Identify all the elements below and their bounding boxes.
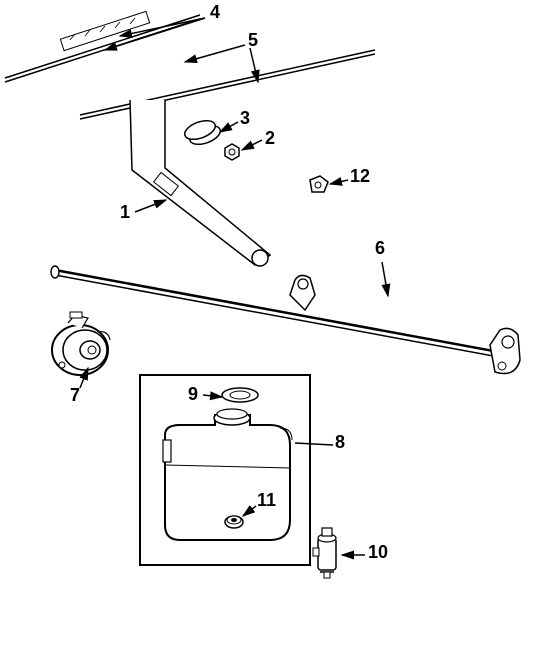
- callout-label-12: 12: [350, 166, 370, 187]
- callout-label-5: 5: [248, 30, 258, 51]
- callout-label-3: 3: [240, 108, 250, 129]
- callout-label-9: 9: [188, 384, 198, 405]
- callout-label-1: 1: [120, 202, 130, 223]
- part-wiper-blade-bottom: [80, 50, 375, 119]
- part-grommet: [225, 516, 243, 528]
- callout-label-7: 7: [70, 385, 80, 406]
- part-nut: [225, 144, 239, 160]
- callout-label-8: 8: [335, 432, 345, 453]
- technical-diagram-svg: [0, 0, 540, 645]
- callout-label-11: 11: [257, 490, 276, 511]
- callout-label-4: 4: [210, 2, 220, 23]
- diagram-container: 1 2 3 4 5 6 7 8 9 10 11 12: [0, 0, 540, 645]
- part-wiper-blade-top: [5, 11, 200, 82]
- callout-label-2: 2: [265, 128, 275, 149]
- part-washer-pump: [313, 528, 336, 578]
- part-linkage-rod: [51, 266, 520, 374]
- part-gasket: [222, 388, 258, 402]
- part-wiper-motor: [52, 312, 110, 375]
- callout-label-10: 10: [368, 542, 388, 563]
- part-clip: [310, 176, 328, 192]
- part-cap: [182, 117, 223, 148]
- callout-label-6: 6: [375, 238, 385, 259]
